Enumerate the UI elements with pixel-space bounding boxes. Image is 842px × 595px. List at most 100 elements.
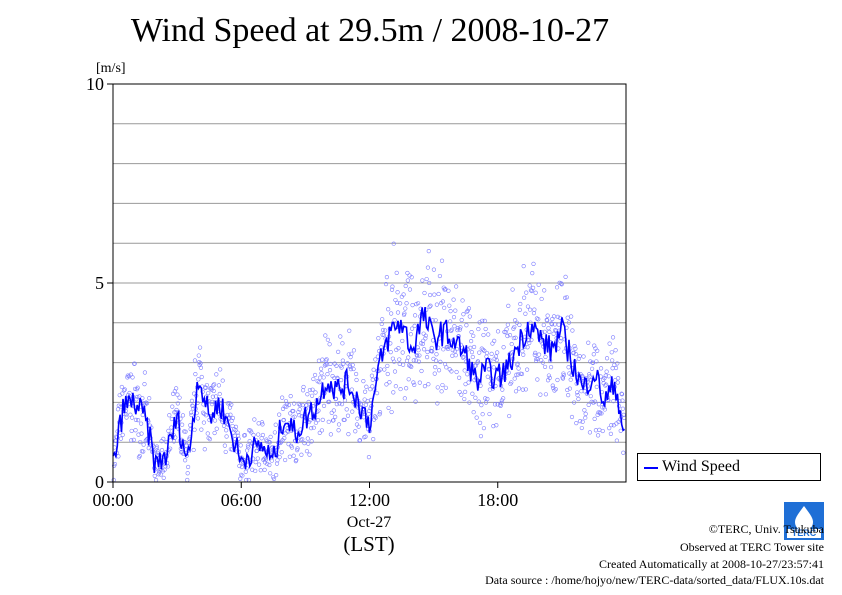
data-point (425, 265, 431, 270)
data-point (392, 318, 397, 323)
data-point (209, 385, 214, 391)
data-point (610, 358, 615, 363)
data-point (256, 432, 261, 437)
data-point (547, 329, 552, 334)
data-point (206, 391, 211, 396)
data-point (532, 352, 537, 357)
data-point (474, 415, 479, 420)
data-point (536, 282, 541, 287)
data-point (300, 437, 305, 442)
data-point (310, 387, 315, 392)
data-point (185, 464, 191, 470)
data-point (419, 368, 424, 374)
data-point (324, 357, 329, 362)
data-point (132, 361, 137, 366)
data-point (442, 305, 447, 310)
data-point (165, 464, 171, 469)
data-point (362, 397, 367, 402)
data-point (520, 349, 525, 354)
data-point (340, 341, 345, 346)
data-point (353, 429, 358, 434)
data-point (436, 368, 442, 373)
data-point (233, 424, 239, 430)
data-point (321, 375, 326, 380)
data-point (305, 436, 310, 441)
data-point (242, 433, 248, 438)
data-point (404, 386, 409, 391)
data-point (111, 477, 116, 483)
data-point (424, 355, 430, 360)
data-point (237, 463, 242, 469)
data-point (260, 422, 265, 427)
data-point (138, 421, 144, 426)
data-point (528, 288, 534, 293)
data-point (512, 324, 517, 330)
data-point (476, 399, 481, 404)
data-point (382, 367, 387, 372)
data-point (323, 333, 328, 338)
data-point (171, 391, 176, 397)
data-point (202, 447, 207, 452)
data-point (306, 441, 311, 446)
data-point (190, 403, 195, 409)
data-point (325, 337, 330, 342)
data-point (444, 365, 449, 370)
data-point (144, 400, 149, 405)
data-point (515, 361, 520, 366)
data-point (173, 410, 178, 415)
data-point (523, 387, 528, 392)
y-axis-label: [m/s] (96, 61, 126, 76)
data-point (184, 443, 189, 448)
data-point (457, 375, 462, 380)
data-point (592, 416, 597, 421)
data-point (406, 355, 411, 360)
data-point (296, 401, 301, 406)
data-point (328, 432, 333, 437)
data-point (380, 327, 386, 333)
data-point (317, 380, 322, 385)
data-point (305, 392, 310, 397)
data-point (541, 322, 546, 328)
data-point (195, 416, 201, 421)
data-point (453, 353, 458, 358)
data-point (180, 422, 185, 427)
data-point (412, 382, 417, 387)
data-point (532, 307, 537, 312)
x-tick-label: 00:00 (92, 490, 133, 510)
data-point (267, 440, 272, 445)
data-point (610, 366, 615, 371)
data-point (471, 344, 477, 350)
data-point (593, 428, 599, 433)
data-point (240, 473, 245, 478)
data-point (530, 285, 536, 290)
data-point (562, 337, 567, 342)
data-point (138, 439, 143, 445)
data-point (389, 409, 394, 415)
data-point (516, 366, 521, 371)
data-point (453, 308, 458, 313)
data-point (135, 394, 140, 400)
data-point (224, 434, 229, 439)
data-point (596, 402, 602, 407)
data-point (470, 391, 475, 396)
data-point (287, 454, 292, 459)
data-point (441, 347, 446, 352)
data-point (482, 318, 487, 323)
data-point (218, 367, 223, 372)
data-point (129, 438, 134, 443)
data-point (384, 382, 389, 387)
data-point (518, 301, 523, 307)
data-point (272, 430, 277, 435)
data-point (238, 443, 243, 448)
data-point (616, 376, 621, 381)
data-point (431, 356, 436, 361)
data-point (319, 428, 325, 433)
data-point (408, 332, 413, 337)
data-point (247, 439, 252, 444)
data-point (413, 399, 418, 404)
data-point (288, 411, 293, 416)
data-point (311, 425, 316, 430)
data-point (349, 387, 354, 392)
data-point (154, 446, 159, 451)
data-point (201, 420, 207, 425)
